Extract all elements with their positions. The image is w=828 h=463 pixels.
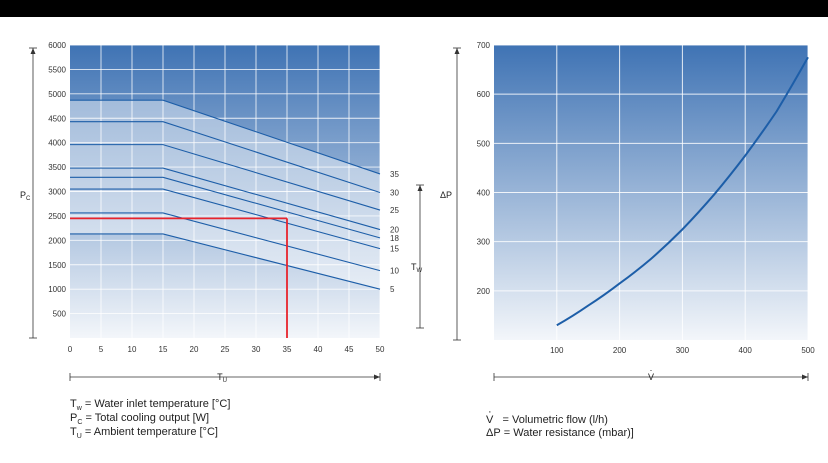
series-label-10: 10: [390, 267, 399, 276]
x-tick-label-5: 5: [99, 345, 104, 354]
x-axis-label-left: TU: [217, 372, 227, 384]
y-tick-label-700: 700: [477, 41, 491, 50]
y-tick-label-3500: 3500: [48, 163, 66, 172]
series-label-30: 30: [390, 188, 399, 197]
y-tick-label-6000: 6000: [48, 41, 66, 50]
series-label-18: 18: [390, 234, 399, 243]
cooling-output-chart: 0 5 10 15 20 25 30 35 40 45 50 500 1000 1500 2000 2500…: [20, 41, 424, 384]
series-label-25: 25: [390, 206, 399, 215]
series-label-20: 20: [390, 226, 399, 235]
series-lines-left: [70, 99, 381, 290]
highlight-line: [70, 217, 288, 338]
series-line-10: [70, 212, 381, 272]
legend-row-water-resistance: ΔP = Water resistance (mbar)]: [486, 427, 634, 439]
y-tick-labels-left: 500 1000 1500 2000 2500 3000 3500 4000 4500 5000 5…: [48, 41, 66, 319]
series-dimension-arrow: [416, 184, 424, 329]
x-tick-label-30: 30: [252, 345, 261, 354]
x-tick-label-10: 10: [128, 345, 137, 354]
series-line-18: [70, 176, 381, 239]
legend-left: Tw = Water inlet temperature [°C] PC = T…: [70, 398, 230, 440]
legend-row-water-inlet: Tw = Water inlet temperature [°C]: [70, 398, 231, 412]
x-dimension-arrow-right-arrow-head: [802, 374, 808, 380]
y-tick-label-4500: 4500: [48, 114, 66, 123]
legend-row-cooling-output: PC = Total cooling output [W]: [70, 412, 210, 426]
x-dimension-arrow-right: [493, 373, 809, 381]
x-tick-label-100: 100: [550, 346, 564, 355]
series-label-15: 15: [390, 245, 399, 254]
x-tick-label-20: 20: [190, 345, 199, 354]
x-tick-labels-right: 100 200 300 400 500: [550, 346, 815, 355]
y-dimension-arrow-right-arrow-head: [454, 48, 460, 54]
x-axis-label-right: V: [648, 372, 654, 382]
series-label-35: 35: [390, 170, 399, 179]
y-tick-label-3000: 3000: [48, 188, 66, 197]
x-tick-labels-left: 0 5 10 15 20 25 30 35 40 45 50: [68, 345, 385, 354]
x-dimension-arrow-left-arrow-head: [374, 374, 380, 380]
series-line-35: [70, 99, 381, 175]
x-axis-label-dot: ·: [650, 365, 653, 375]
x-tick-label-25: 25: [221, 345, 230, 354]
y-axis-label-left: PC: [20, 190, 31, 202]
x-dimension-arrow-left: [69, 373, 381, 381]
y-tick-label-500: 500: [477, 139, 491, 148]
y-tick-label-4000: 4000: [48, 139, 66, 148]
y-dimension-arrow-right: [453, 47, 461, 341]
y-tick-label-300: 300: [477, 238, 491, 247]
water-resistance-chart: 100 200 300 400 500 200 300 400 500 600 700 V · Δ…: [440, 41, 815, 382]
series-group-label: TW: [411, 262, 423, 274]
y-tick-label-200: 200: [477, 287, 491, 296]
y-tick-label-2500: 2500: [48, 212, 66, 221]
series-line-15: [70, 188, 381, 250]
legend-row-ambient: TU = Ambient temperature [°C]: [70, 426, 218, 440]
dimension-arrows-left: [29, 47, 424, 381]
x-tick-label-50: 50: [376, 345, 385, 354]
legend-right: V = Volumetric flow (l/h) ΔP = Water res…: [486, 406, 634, 440]
y-tick-label-5000: 5000: [48, 90, 66, 99]
top-black-bar: [0, 0, 828, 17]
series-label-5: 5: [390, 285, 395, 294]
y-tick-label-5500: 5500: [48, 65, 66, 74]
legend-row-volumetric-flow: V = Volumetric flow (l/h): [486, 406, 634, 427]
y-dimension-arrow-left-arrow-head: [30, 48, 36, 54]
x-tick-label-0: 0: [68, 345, 73, 354]
y-tick-labels-right: 200 300 400 500 600 700: [477, 41, 491, 296]
x-tick-label-35: 35: [283, 345, 292, 354]
x-tick-label-15: 15: [159, 345, 168, 354]
grid-right: [494, 44, 809, 340]
y-tick-label-400: 400: [477, 189, 491, 198]
y-tick-label-2000: 2000: [48, 236, 66, 245]
x-tick-label-500: 500: [801, 346, 815, 355]
y-axis-label-right: ΔP: [440, 190, 452, 200]
y-tick-label-1500: 1500: [48, 261, 66, 270]
series-line-25: [70, 144, 381, 211]
series-dimension-arrow-arrow-head: [417, 185, 423, 191]
dimension-arrows-right: [453, 47, 809, 381]
series-line-5: [70, 233, 381, 290]
series-line-20: [70, 167, 381, 231]
resistance-curve: [556, 56, 809, 327]
y-tick-label-500: 500: [53, 310, 67, 319]
x-tick-label-200: 200: [613, 346, 627, 355]
y-tick-label-600: 600: [477, 90, 491, 99]
x-tick-label-400: 400: [739, 346, 753, 355]
x-tick-label-40: 40: [314, 345, 323, 354]
series-line-30: [70, 121, 381, 193]
x-tick-label-300: 300: [676, 346, 690, 355]
y-dimension-arrow-left: [29, 47, 37, 339]
y-tick-label-1000: 1000: [48, 285, 66, 294]
x-tick-label-45: 45: [345, 345, 354, 354]
